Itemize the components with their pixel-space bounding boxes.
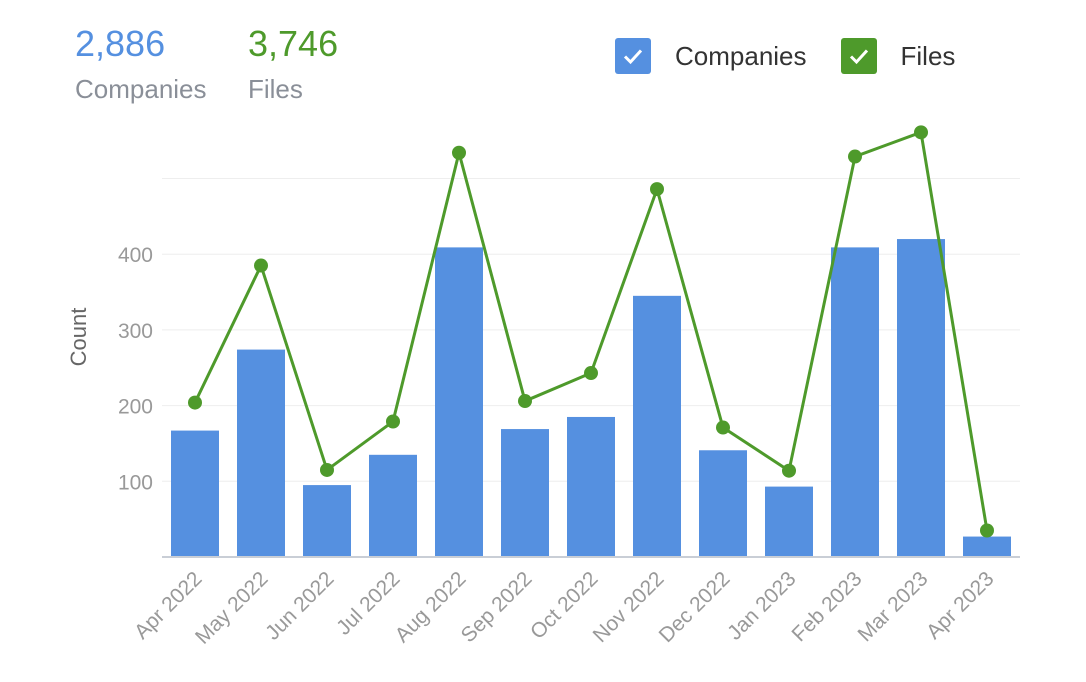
x-tick-label: Sep 2022 (457, 567, 537, 647)
x-tick-label: Dec 2022 (655, 567, 735, 647)
bar-companies (567, 416, 615, 557)
bar-companies (303, 485, 351, 557)
bar-companies (369, 454, 417, 557)
bar-companies (765, 486, 813, 557)
x-tick-label: Apr 2023 (922, 567, 999, 644)
chart-legend: Companies Files (615, 38, 989, 74)
bar-companies (501, 429, 549, 557)
point-files (716, 420, 730, 435)
x-tick-label: Jan 2023 (723, 567, 800, 644)
checkbox-checked-icon[interactable] (840, 38, 877, 74)
x-tick-label: Nov 2022 (589, 567, 669, 647)
point-files (386, 414, 400, 429)
x-tick-label: May 2022 (191, 567, 272, 648)
point-files (980, 523, 994, 538)
y-tick-label: 200 (118, 396, 153, 419)
point-files (848, 149, 862, 164)
bar-companies (633, 295, 681, 557)
companies-summary: 2,886 Companies (75, 22, 207, 106)
companies-count-label: Companies (75, 74, 207, 104)
legend-label-files: Files (900, 40, 956, 71)
companies-count: 2,886 (75, 23, 166, 64)
files-count-label: Files (248, 74, 303, 104)
checkbox-checked-icon[interactable] (615, 38, 651, 74)
y-axis-label: Count (66, 308, 91, 367)
x-tick-label: Mar 2023 (854, 567, 933, 646)
bar-companies (237, 349, 285, 557)
point-files (782, 463, 796, 478)
files-count: 3,746 (248, 23, 339, 64)
point-files (584, 366, 598, 381)
legend-toggle-companies[interactable]: Companies (615, 38, 807, 74)
bar-companies (831, 247, 879, 557)
bar-companies (435, 247, 483, 557)
files-summary: 3,746 Files (248, 22, 338, 106)
y-tick-label: 300 (118, 320, 153, 343)
point-files (188, 395, 202, 410)
point-files (254, 258, 268, 273)
bar-companies (699, 450, 747, 557)
bar-companies (963, 536, 1011, 557)
legend-label-companies: Companies (675, 40, 807, 71)
point-files (518, 394, 532, 409)
legend-toggle-files[interactable]: Files (840, 38, 956, 74)
y-tick-label: 400 (118, 244, 153, 267)
x-tick-label: Aug 2022 (391, 567, 471, 647)
bar-companies (171, 430, 219, 557)
bar-companies (897, 239, 945, 557)
point-files (914, 125, 928, 140)
y-tick-label: 100 (118, 471, 153, 494)
x-tick-label: Feb 2023 (788, 567, 867, 646)
point-files (650, 182, 664, 197)
point-files (320, 462, 334, 477)
point-files (452, 145, 466, 160)
x-tick-label: Jun 2022 (261, 567, 338, 644)
